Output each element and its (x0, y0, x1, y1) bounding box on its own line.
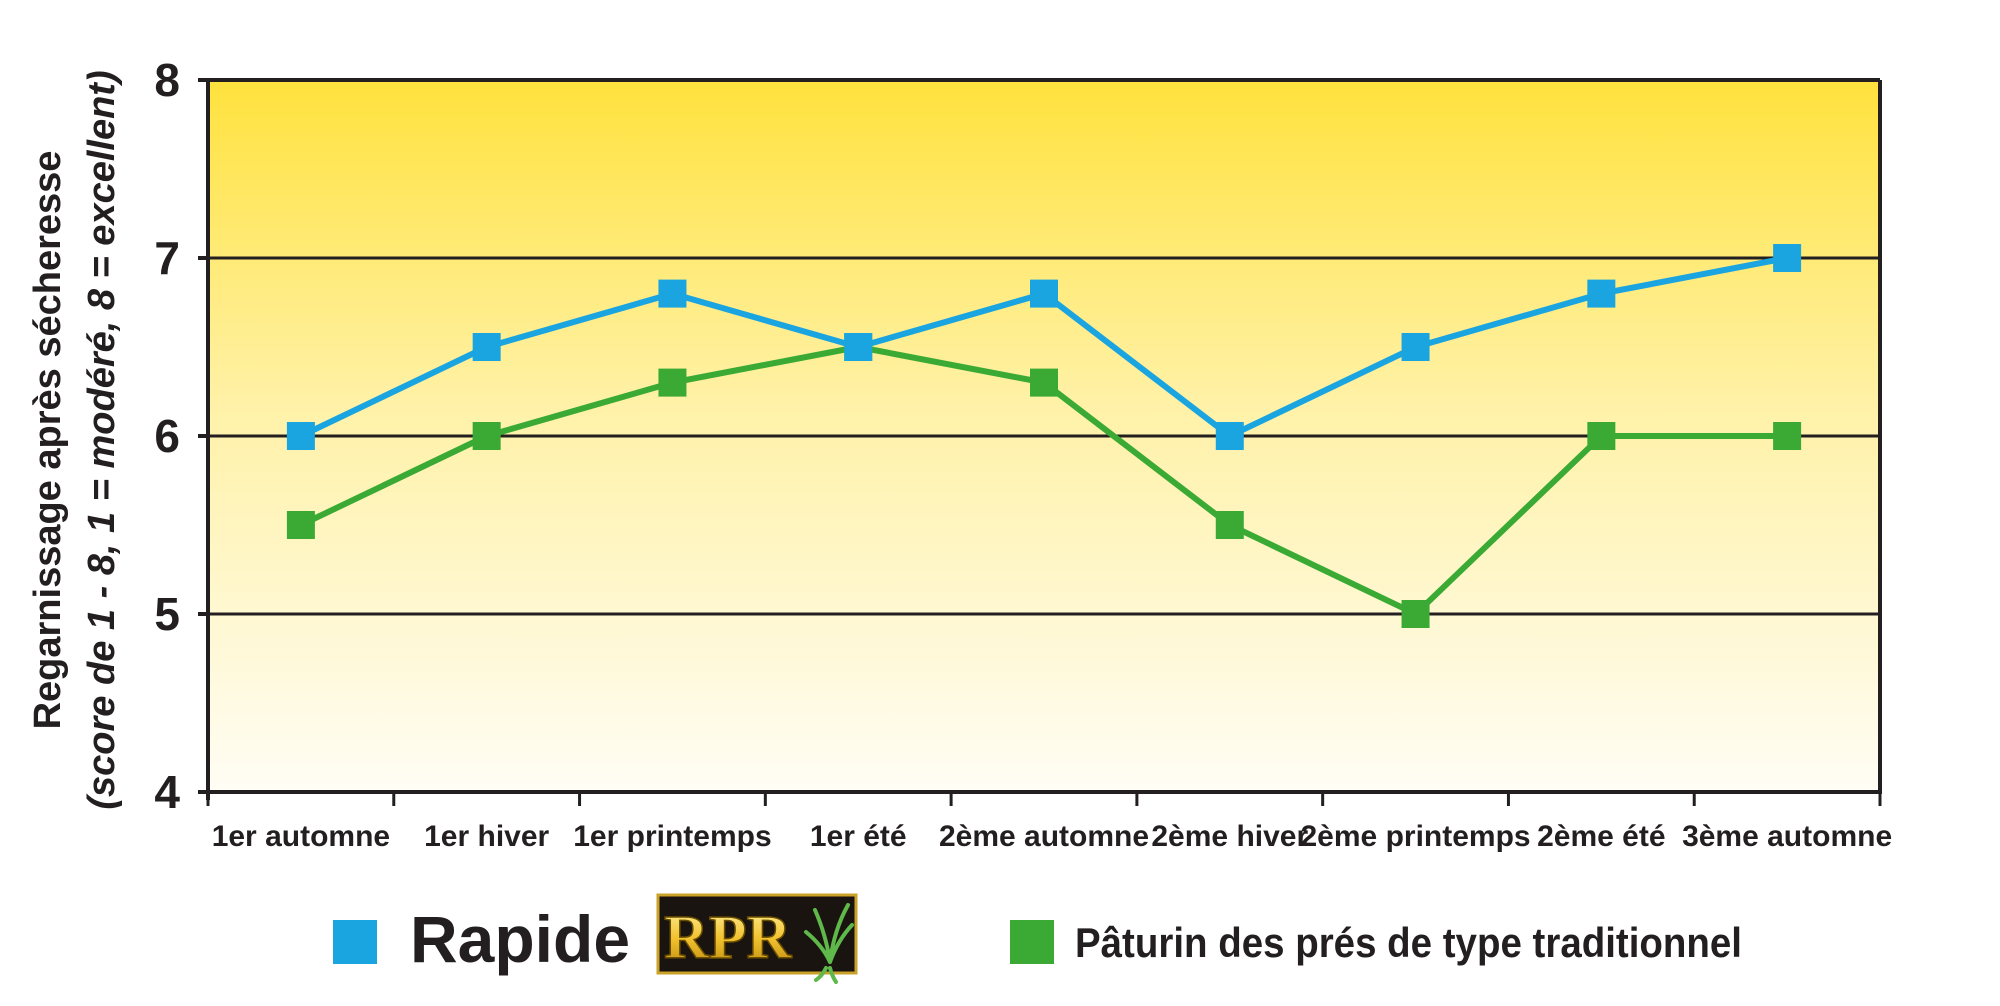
data-point-s0-3 (844, 333, 873, 361)
x-tick-label: 2ème été (1537, 820, 1665, 853)
y-tick-label: 4 (154, 766, 180, 818)
data-point-s0-5 (1215, 422, 1244, 450)
data-point-s1-0 (286, 511, 315, 539)
legend: Rapide RPR Pâturin des prés de type trad… (333, 893, 1742, 984)
rpr-logo-text: RPR (664, 904, 793, 972)
data-point-s1-2 (658, 368, 687, 397)
y-tick-label: 6 (154, 410, 180, 462)
data-point-s0-8 (1773, 244, 1802, 272)
x-tick-label: 3ème automne (1682, 820, 1892, 853)
grass-icon (804, 903, 854, 984)
x-tick-label: 1er automne (212, 820, 390, 853)
y-tick-label: 8 (154, 54, 180, 106)
data-point-s0-0 (286, 422, 315, 450)
legend-swatch-rapide (333, 920, 377, 964)
data-point-s1-6 (1401, 600, 1430, 628)
y-tick-label: 7 (154, 232, 180, 284)
data-point-s0-1 (472, 333, 501, 361)
data-point-s1-5 (1215, 511, 1244, 539)
y-axis-title-group: Regarnissage après sécheresse (27, 151, 69, 730)
data-point-s1-7 (1587, 422, 1616, 450)
y-axis-subtitle: (score de 1 - 8, 1 = modéré, 8 = excelle… (81, 70, 123, 809)
x-tick-label: 2ème hiver (1151, 820, 1308, 853)
data-point-s0-6 (1401, 333, 1430, 361)
data-point-s1-4 (1030, 368, 1058, 397)
y-axis-ticks: 4 5 6 7 8 (154, 54, 208, 818)
y-axis-title: Regarnissage après sécheresse (27, 151, 69, 730)
data-point-s0-7 (1587, 279, 1616, 308)
y-tick-label: 5 (154, 588, 180, 640)
x-tick-label: 1er été (810, 820, 907, 853)
x-tick-label: 2ème printemps (1301, 820, 1531, 853)
x-tick-label: 1er hiver (424, 820, 549, 853)
data-point-s0-4 (1030, 279, 1058, 308)
legend-label-paturin: Pâturin des prés de type traditionnel (1075, 919, 1742, 966)
data-point-s1-1 (472, 422, 501, 450)
data-point-s0-2 (658, 279, 687, 308)
x-tick-label: 2ème automne (939, 820, 1149, 853)
x-tick-label: 1er printemps (573, 820, 771, 853)
x-axis-ticks: 1er automne 1er hiver 1er printemps 1er été… (206, 792, 1892, 853)
legend-label-rapide: Rapide (410, 902, 630, 976)
legend-swatch-paturin (1010, 920, 1054, 964)
rpr-logo: RPR (656, 893, 858, 984)
y-axis-subtitle-group: (score de 1 - 8, 1 = modéré, 8 = excelle… (81, 70, 123, 809)
data-point-s1-8 (1773, 422, 1802, 450)
series-layer (286, 244, 1802, 628)
